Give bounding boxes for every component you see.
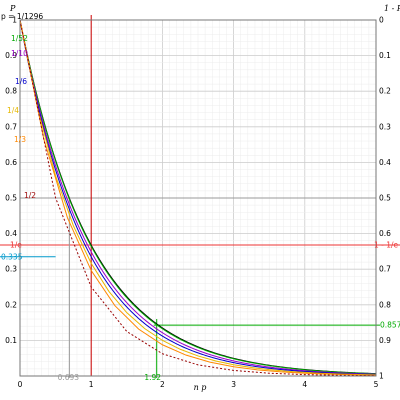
label-192: 1.92 bbox=[144, 373, 161, 382]
series-group bbox=[19, 19, 377, 377]
x-tick-label: 4 bbox=[302, 380, 307, 389]
y-tick-label-right: 0.4 bbox=[379, 158, 391, 167]
plot-frame bbox=[19, 19, 377, 377]
series-labels: p = 1/1296 1/52 1/10 1/6 1/4 1/3 1/2 bbox=[1, 12, 43, 200]
series-line bbox=[19, 19, 377, 376]
series-label: 1/3 bbox=[14, 135, 26, 144]
series-label: 1/4 bbox=[7, 106, 19, 115]
label-1-over-e: 1/e bbox=[10, 241, 22, 250]
y-tick-label-left: 0.7 bbox=[5, 122, 17, 131]
series-line bbox=[19, 19, 377, 375]
series-line bbox=[19, 19, 377, 375]
x-tick-label: 5 bbox=[374, 380, 379, 389]
y-tick-label-left: 0.4 bbox=[5, 229, 17, 238]
y-tick-label-right: 0.1 bbox=[379, 51, 391, 60]
x-axis-label: n p bbox=[194, 383, 207, 392]
y-axis-label-left: P bbox=[9, 4, 16, 13]
series-line bbox=[19, 19, 377, 375]
series-label: 1/52 bbox=[11, 34, 28, 43]
tick-labels: 0 1 2 3 4 5 0.1 0.2 0.3 0.4 0.5 0.6 0.7 0.8 0.9 1 1 0.9 0.… bbox=[5, 16, 391, 390]
x-tick-label: 1 bbox=[89, 380, 94, 389]
label-0693: 0.693 bbox=[58, 373, 80, 382]
y-tick-label-right: 0.6 bbox=[379, 229, 391, 238]
y-tick-label-left: 0.2 bbox=[5, 300, 17, 309]
y-tick-label-left: 0.5 bbox=[5, 194, 17, 203]
y-tick-label-left: 0.8 bbox=[5, 87, 17, 96]
annotations: 1/e 1 - 1/e 0.335 0.857 0.693 1.92 bbox=[1, 241, 400, 382]
y-tick-label-right: 0.2 bbox=[379, 87, 391, 96]
y-tick-label-right: 0.7 bbox=[379, 265, 391, 274]
series-label: p = 1/1296 bbox=[1, 12, 43, 21]
label-0857: 0.857 bbox=[380, 321, 400, 330]
y-axis-label-right: 1 - P bbox=[384, 4, 400, 13]
y-tick-label-left: 0.6 bbox=[5, 158, 17, 167]
y-tick-label-right: 0.8 bbox=[379, 300, 391, 309]
y-tick-label-right: 1 bbox=[379, 372, 384, 381]
y-tick-label-left: 0.9 bbox=[5, 51, 17, 60]
series-label: 1/6 bbox=[15, 77, 27, 86]
series-label: 1/10 bbox=[11, 49, 28, 58]
y-tick-label-left: 0.3 bbox=[5, 265, 17, 274]
x-tick-label: 0 bbox=[18, 380, 23, 389]
reference-lines bbox=[0, 15, 400, 378]
x-tick-label: 2 bbox=[160, 380, 165, 389]
y-tick-label-right: 0.3 bbox=[379, 122, 391, 131]
series-line bbox=[19, 19, 377, 377]
x-tick-label: 3 bbox=[231, 380, 236, 389]
series-line bbox=[19, 19, 377, 376]
y-tick-label-left: 0.1 bbox=[5, 336, 17, 345]
label-0335: 0.335 bbox=[1, 253, 23, 262]
y-tick-label-right: 0.9 bbox=[379, 336, 391, 345]
series-label: 1/2 bbox=[24, 191, 36, 200]
label-1-minus-1-over-e: 1 - 1/e bbox=[374, 241, 399, 250]
y-tick-label-right: 0 bbox=[379, 16, 384, 25]
y-tick-label-left: 1 bbox=[12, 16, 17, 25]
y-tick-label-right: 0.5 bbox=[379, 194, 391, 203]
